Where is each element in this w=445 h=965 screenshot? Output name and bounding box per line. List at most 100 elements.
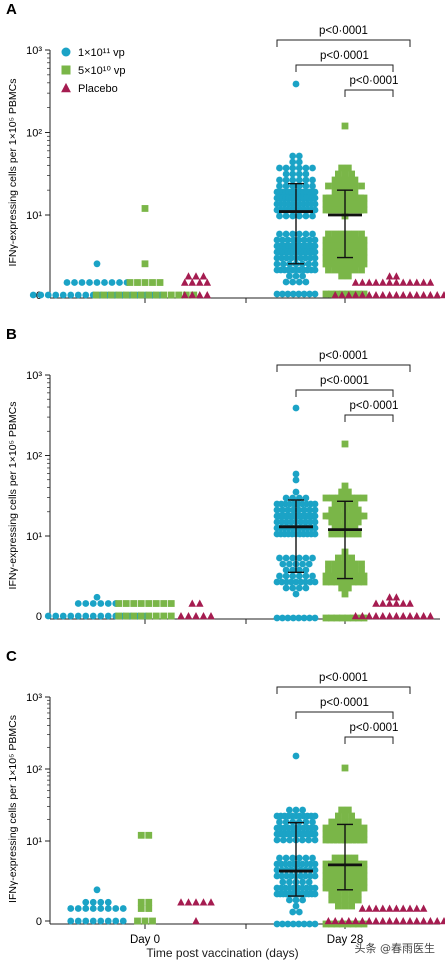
data-point bbox=[326, 260, 334, 268]
data-point bbox=[341, 482, 349, 490]
data-point bbox=[440, 291, 445, 299]
data-point bbox=[355, 578, 362, 586]
data-point bbox=[353, 512, 360, 520]
data-point bbox=[295, 584, 303, 592]
data-point bbox=[292, 488, 300, 496]
data-point bbox=[282, 584, 290, 592]
data-point bbox=[195, 599, 204, 607]
legend-label: 5×10¹⁰ vp bbox=[78, 65, 126, 77]
data-point bbox=[311, 290, 319, 298]
data-point bbox=[326, 194, 333, 202]
data-point bbox=[356, 878, 364, 886]
data-point bbox=[360, 248, 368, 256]
data-point bbox=[292, 476, 300, 484]
data-point bbox=[335, 506, 342, 514]
data-point bbox=[89, 612, 97, 620]
x-group-label: Day 0 bbox=[130, 934, 160, 946]
data-point bbox=[426, 917, 435, 925]
data-point bbox=[311, 530, 319, 538]
data-point bbox=[283, 578, 290, 586]
data-point bbox=[295, 614, 303, 622]
data-point bbox=[286, 806, 293, 814]
data-point bbox=[352, 878, 359, 886]
data-point bbox=[358, 560, 365, 568]
data-point bbox=[311, 260, 319, 268]
data-point bbox=[302, 212, 310, 220]
data-point bbox=[354, 518, 362, 526]
data-point bbox=[348, 902, 355, 910]
data-point bbox=[82, 917, 90, 925]
data-point bbox=[302, 854, 310, 862]
data-point bbox=[145, 612, 153, 620]
significance-bracket bbox=[344, 89, 394, 97]
significance-label: p<0·0001 bbox=[350, 722, 399, 734]
data-point bbox=[89, 898, 97, 906]
data-point bbox=[343, 260, 351, 268]
data-point bbox=[335, 170, 342, 178]
data-point bbox=[295, 176, 303, 184]
data-point bbox=[333, 614, 341, 622]
data-point bbox=[152, 600, 160, 607]
data-point bbox=[349, 290, 357, 298]
data-point bbox=[289, 152, 297, 160]
data-point bbox=[335, 554, 342, 562]
significance-bracket bbox=[276, 686, 411, 694]
data-point bbox=[365, 904, 373, 912]
y-tick-label: 10² bbox=[26, 128, 42, 140]
data-point bbox=[322, 242, 330, 250]
data-point bbox=[338, 230, 346, 238]
data-point bbox=[82, 905, 90, 912]
data-point bbox=[334, 866, 341, 874]
data-point bbox=[63, 279, 71, 286]
data-point bbox=[346, 206, 354, 214]
data-point bbox=[360, 494, 368, 502]
data-point bbox=[74, 600, 82, 607]
data-point bbox=[137, 600, 145, 607]
data-point bbox=[177, 898, 185, 906]
data-point bbox=[311, 872, 319, 880]
data-point bbox=[289, 164, 297, 172]
data-point bbox=[329, 206, 337, 214]
data-point bbox=[322, 866, 330, 874]
data-point bbox=[344, 188, 352, 196]
data-point bbox=[338, 806, 346, 814]
data-point bbox=[286, 836, 294, 844]
data-point bbox=[354, 890, 362, 898]
significance-bracket bbox=[295, 389, 394, 397]
y-tick-label: 10¹ bbox=[26, 210, 42, 222]
y-tick-label: 0 bbox=[36, 916, 42, 928]
data-point bbox=[299, 878, 306, 886]
data-point bbox=[97, 600, 105, 607]
data-point bbox=[379, 917, 387, 925]
data-point bbox=[282, 182, 290, 190]
data-point bbox=[59, 612, 67, 620]
data-point bbox=[358, 278, 367, 286]
data-point bbox=[67, 905, 75, 912]
data-point bbox=[351, 612, 360, 620]
data-point bbox=[278, 254, 286, 262]
data-point bbox=[192, 272, 200, 280]
data-point bbox=[273, 866, 281, 874]
panel-c: C 0 10¹ 10² 10³ IFNγ-expressing cells per 1×1… bbox=[6, 648, 445, 946]
data-point bbox=[292, 470, 300, 478]
data-point bbox=[328, 896, 336, 904]
data-point bbox=[419, 917, 428, 925]
data-point bbox=[309, 164, 316, 172]
data-point bbox=[341, 590, 349, 598]
data-point bbox=[385, 272, 394, 280]
data-point bbox=[145, 905, 153, 912]
data-point bbox=[426, 612, 435, 620]
data-point bbox=[137, 291, 145, 299]
data-point bbox=[273, 614, 281, 622]
data-point bbox=[335, 818, 342, 826]
data-point bbox=[322, 860, 330, 868]
data-point bbox=[282, 170, 290, 178]
y-tick-label: 0 bbox=[36, 611, 42, 623]
data-point bbox=[289, 278, 297, 286]
data-point bbox=[399, 599, 407, 607]
data-point bbox=[300, 290, 308, 298]
data-point bbox=[302, 872, 309, 880]
data-point bbox=[273, 920, 281, 928]
data-point bbox=[276, 572, 283, 580]
data-point bbox=[350, 206, 358, 214]
